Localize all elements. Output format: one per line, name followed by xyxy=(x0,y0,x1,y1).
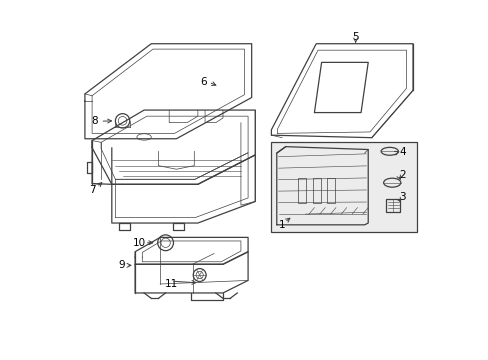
Text: 6: 6 xyxy=(200,77,206,87)
Text: 1: 1 xyxy=(278,220,285,230)
Text: 10: 10 xyxy=(133,238,146,248)
Text: 5: 5 xyxy=(352,32,358,41)
Text: 4: 4 xyxy=(398,147,405,157)
Bar xyxy=(271,142,416,232)
Bar xyxy=(298,178,305,203)
Bar xyxy=(386,199,400,212)
Text: 9: 9 xyxy=(118,260,125,270)
Text: 11: 11 xyxy=(164,279,177,289)
Text: 8: 8 xyxy=(91,116,98,126)
Text: 2: 2 xyxy=(398,170,405,180)
Bar xyxy=(312,178,320,203)
Bar xyxy=(326,178,334,203)
Text: 3: 3 xyxy=(398,192,405,202)
Text: 7: 7 xyxy=(89,185,95,195)
